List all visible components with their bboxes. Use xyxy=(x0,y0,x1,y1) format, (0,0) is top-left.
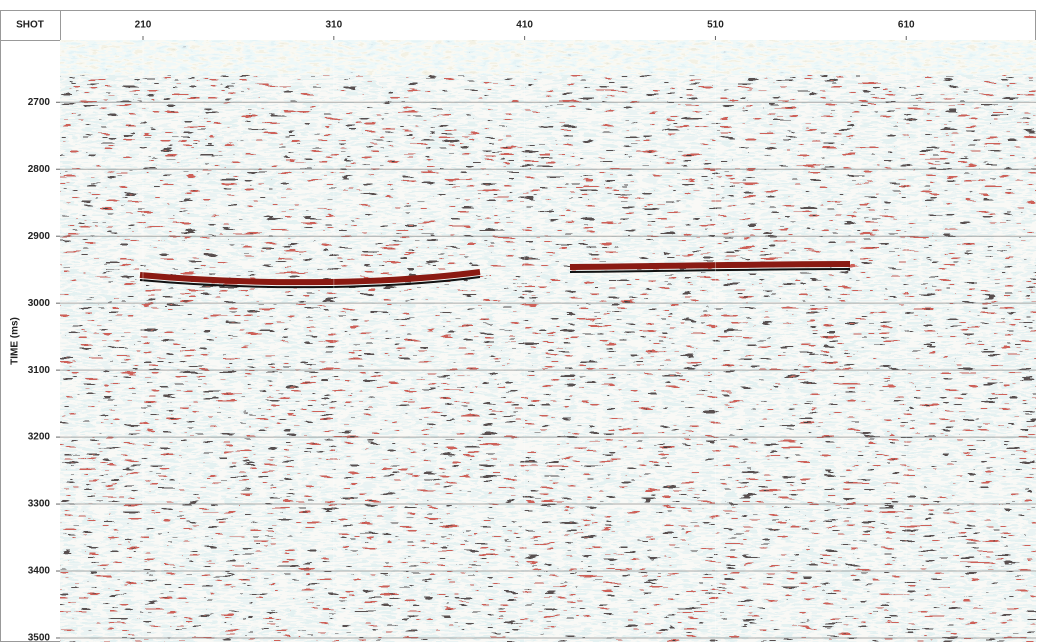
seismic-chart: SHOT TIME (ms) 210 310 410 510 610 2700 2800 29… xyxy=(0,0,1041,642)
y-tick-label: 3200 xyxy=(28,432,51,443)
y-tick-label: 3000 xyxy=(28,298,51,309)
x-axis-label: SHOT xyxy=(16,20,44,31)
y-tick-label: 3400 xyxy=(28,566,51,577)
x-tick-label: 310 xyxy=(325,20,342,31)
y-tick-label: 3500 xyxy=(28,633,51,642)
y-tick-label: 3300 xyxy=(28,499,51,510)
seismic-image xyxy=(60,40,1036,642)
y-axis-label: TIME (ms) xyxy=(10,317,21,365)
x-tick-label: 410 xyxy=(516,20,533,31)
x-tick-label: 210 xyxy=(135,20,152,31)
y-tick-label: 2900 xyxy=(28,231,51,242)
y-tick-label: 2700 xyxy=(28,97,51,108)
x-tick-label: 610 xyxy=(898,20,915,31)
x-tick-label: 510 xyxy=(707,20,724,31)
y-tick-label: 2800 xyxy=(28,164,51,175)
y-tick-label: 3100 xyxy=(28,365,51,376)
